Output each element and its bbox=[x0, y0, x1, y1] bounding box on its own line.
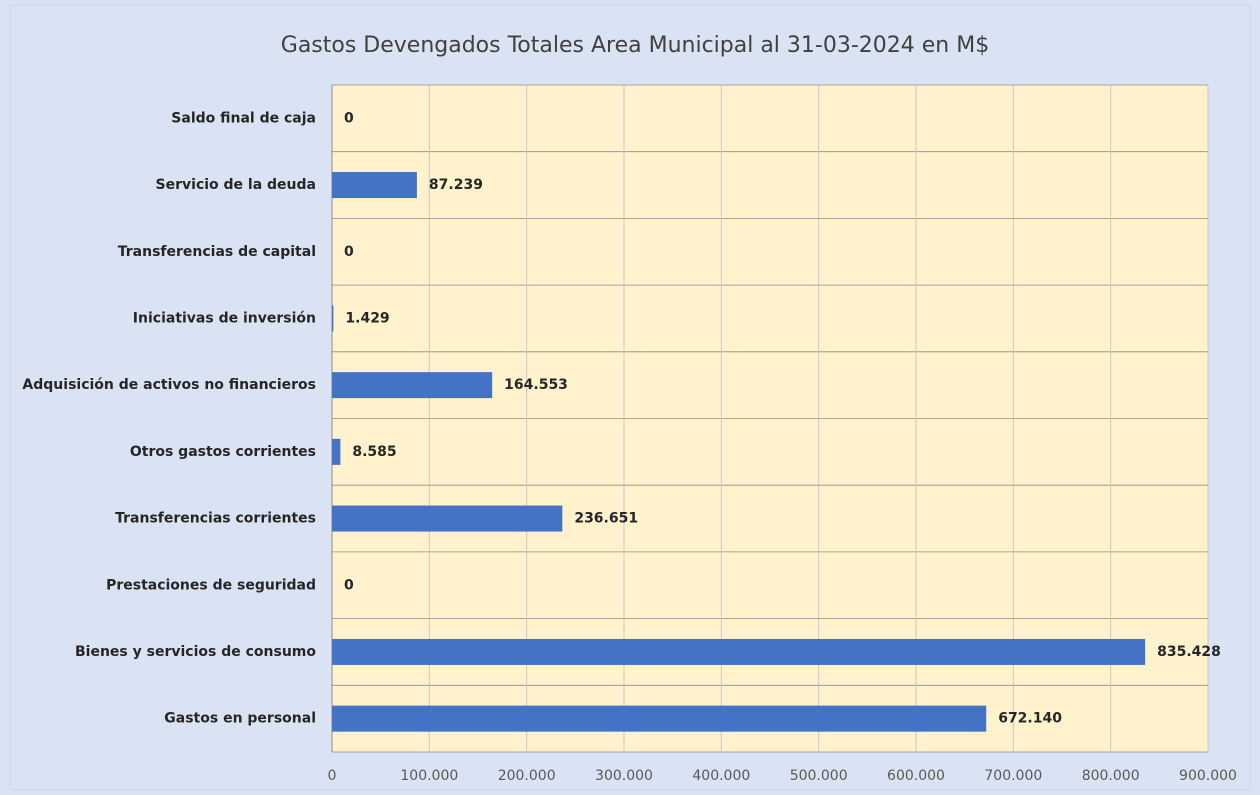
category-label: Saldo final de caja bbox=[171, 110, 316, 126]
data-label: 164.553 bbox=[504, 377, 568, 393]
chart-border bbox=[9, 4, 1251, 791]
bar bbox=[332, 505, 563, 532]
category-label: Prestaciones de seguridad bbox=[106, 577, 316, 593]
category-label: Gastos en personal bbox=[164, 711, 316, 727]
x-tick-label: 600.000 bbox=[887, 768, 945, 784]
category-label: Otros gastos corrientes bbox=[130, 444, 316, 460]
x-tick-label: 300.000 bbox=[595, 768, 653, 784]
bar bbox=[332, 705, 987, 732]
category-label: Servicio de la deuda bbox=[156, 177, 316, 193]
data-label: 8.585 bbox=[352, 444, 396, 460]
category-label: Iniciativas de inversión bbox=[133, 310, 316, 326]
bar bbox=[332, 172, 417, 199]
x-tick-label: 100.000 bbox=[400, 768, 458, 784]
data-label: 835.428 bbox=[1157, 644, 1221, 660]
category-label: Transferencias corrientes bbox=[115, 511, 316, 527]
chart-title: Gastos Devengados Totales Area Municipal… bbox=[281, 33, 989, 58]
data-label: 0 bbox=[344, 110, 354, 126]
x-tick-label: 400.000 bbox=[692, 768, 750, 784]
data-label: 1.429 bbox=[345, 310, 389, 326]
data-label: 672.140 bbox=[998, 711, 1062, 727]
bar bbox=[332, 372, 493, 399]
x-tick-label: 800.000 bbox=[1082, 768, 1140, 784]
x-tick-label: 200.000 bbox=[498, 768, 556, 784]
x-tick-label: 700.000 bbox=[984, 768, 1042, 784]
data-label: 236.651 bbox=[574, 511, 638, 527]
bar bbox=[332, 305, 334, 332]
data-label: 0 bbox=[344, 577, 354, 593]
x-tick-label: 0 bbox=[328, 768, 337, 784]
bar bbox=[332, 438, 341, 465]
category-label: Transferencias de capital bbox=[118, 244, 316, 260]
data-label: 0 bbox=[344, 244, 354, 260]
x-tick-label: 500.000 bbox=[790, 768, 848, 784]
x-tick-label: 900.000 bbox=[1179, 768, 1237, 784]
data-label: 87.239 bbox=[429, 177, 483, 193]
category-label: Adquisición de activos no financieros bbox=[22, 377, 316, 393]
category-label: Bienes y servicios de consumo bbox=[75, 644, 316, 660]
bar bbox=[332, 638, 1146, 665]
